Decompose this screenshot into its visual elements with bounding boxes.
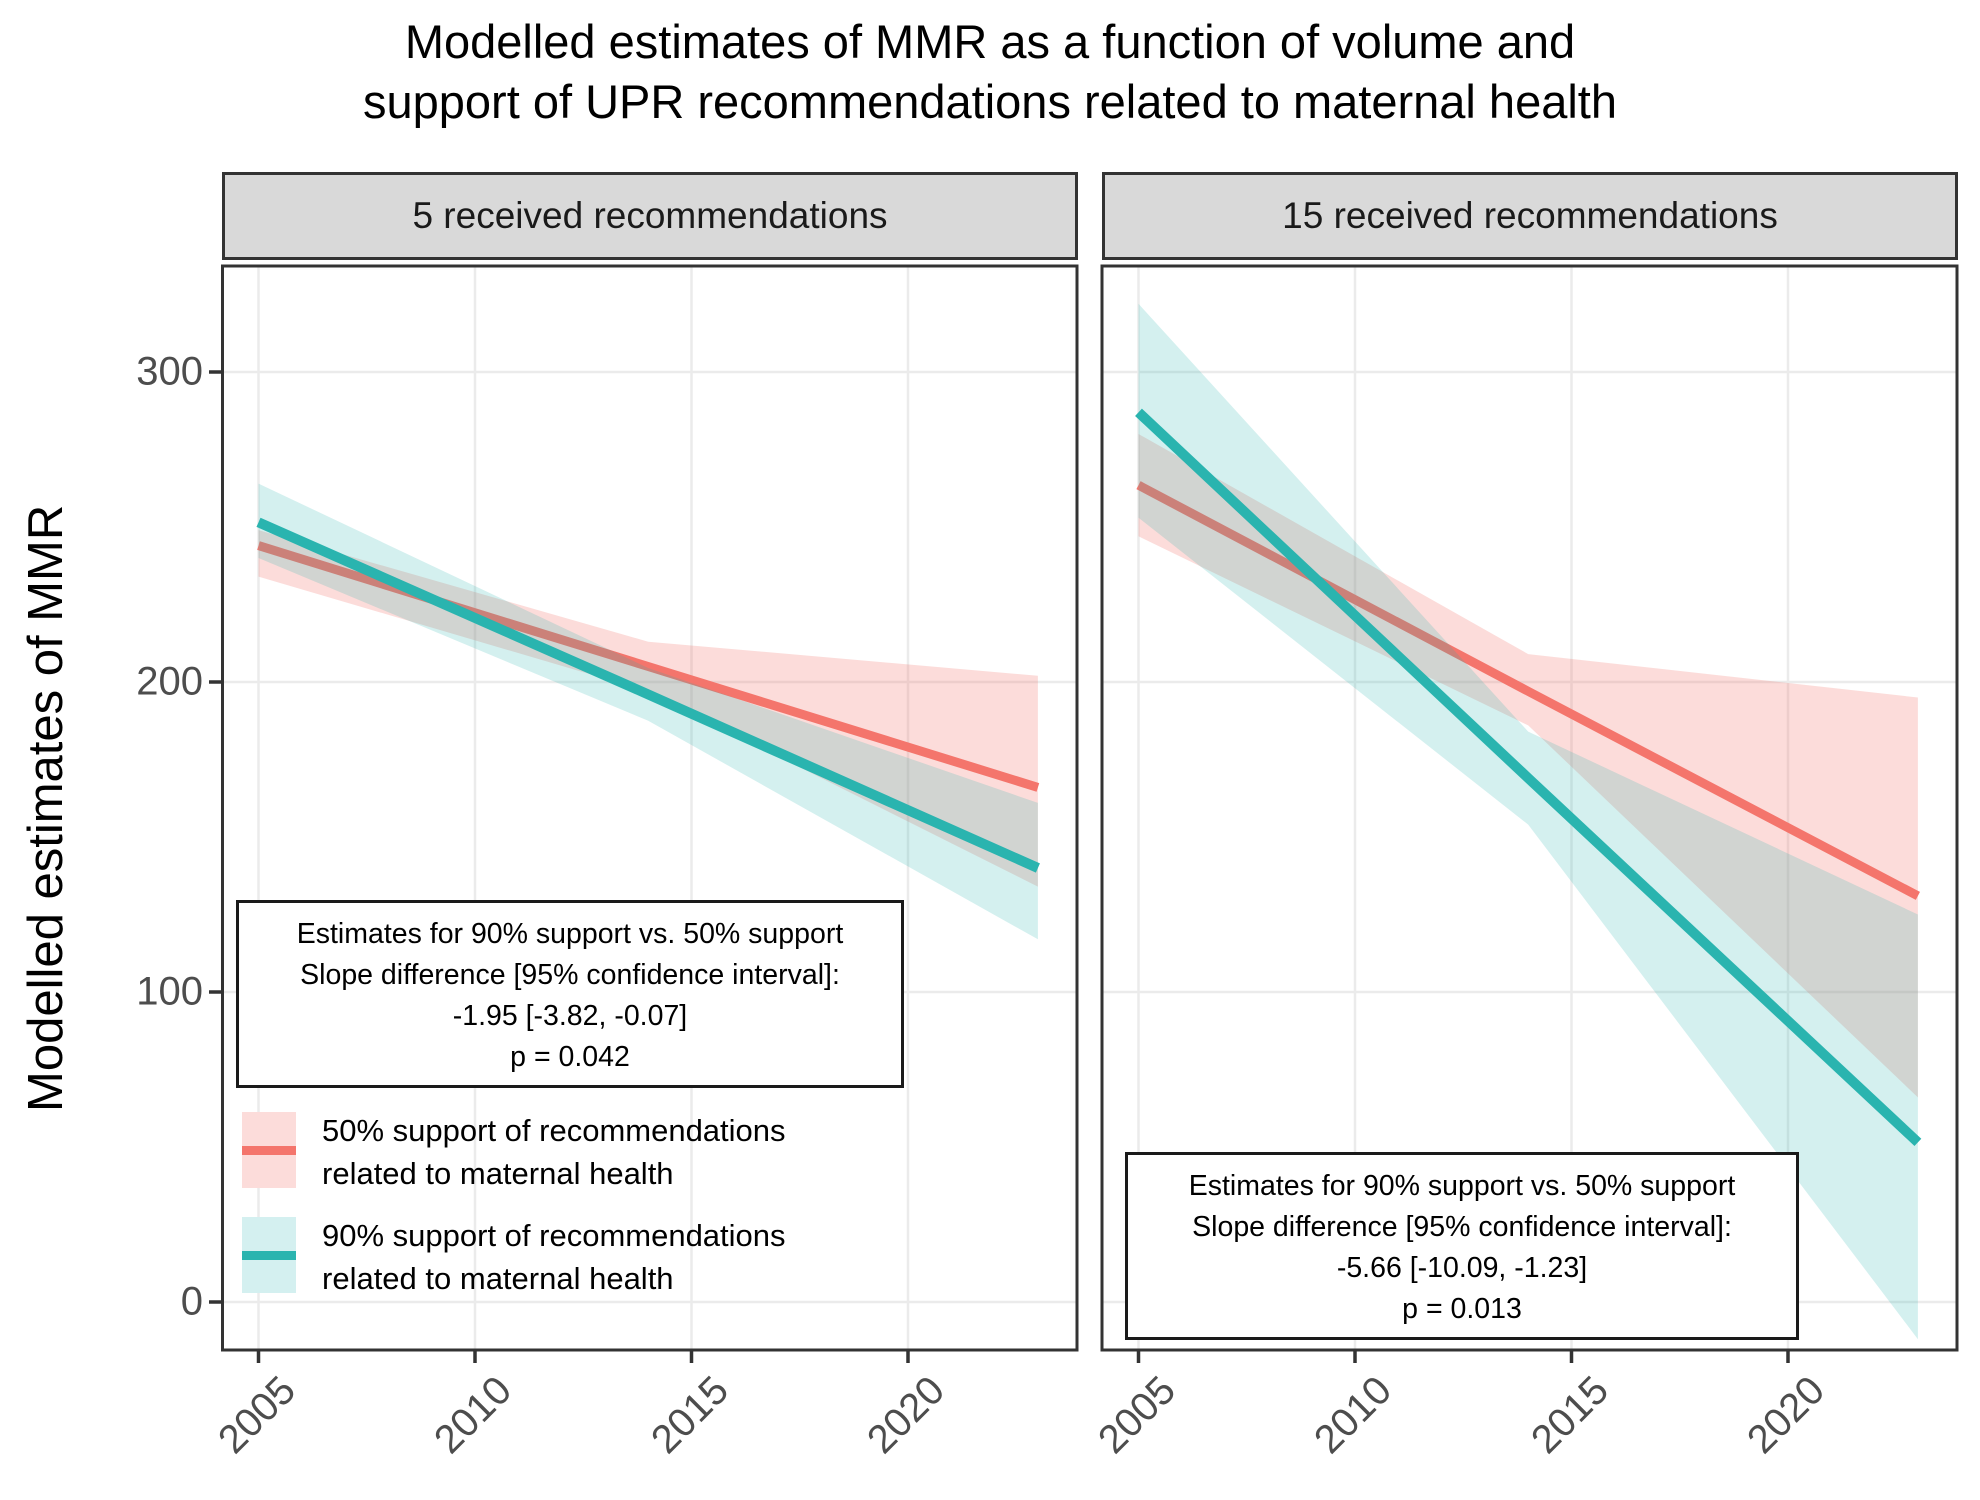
- annotation-line: p = 0.042: [510, 1041, 630, 1073]
- annotation-line: Slope difference [95% confidence interva…: [1192, 1211, 1732, 1243]
- annotation-line: -1.95 [-3.82, -0.07]: [452, 1000, 688, 1032]
- trend-line-50-percent: [1136, 481, 1920, 900]
- trend-line-90-percent: [1135, 408, 1922, 1147]
- facet-strip-5-recommendations: 5 received recommendations: [222, 172, 1078, 260]
- y-tick-label: 300: [136, 349, 203, 394]
- confidence-ribbon-90-percent: [258, 483, 1038, 940]
- annotation-box-right: Estimates for 90% support vs. 50% suppor…: [1125, 1152, 1799, 1340]
- y-tick-label: 200: [136, 659, 203, 704]
- annotation-box-left: Estimates for 90% support vs. 50% suppor…: [236, 900, 904, 1088]
- panel-border: [221, 264, 1079, 1352]
- chart-title-line2: support of UPR recommendations related t…: [363, 75, 1617, 128]
- y-tick-label: 0: [180, 1279, 203, 1324]
- confidence-ribbon-90-percent: [1138, 303, 1918, 1340]
- legend-keyline-90-percent: [242, 1251, 296, 1260]
- panel-border: [1100, 264, 1959, 1352]
- legend-label-50-percent: 50% support of recommendations related t…: [322, 1113, 786, 1191]
- legend-key-50-percent: [242, 1112, 296, 1188]
- chart-title: Modelled estimates of MMR as a function …: [0, 12, 1980, 132]
- panel-background: [222, 266, 1077, 1350]
- chart-title-line1: Modelled estimates of MMR as a function …: [404, 15, 1576, 68]
- legend-key-90-percent: [242, 1217, 296, 1293]
- legend-label-90-percent: 90% support of recommendations related t…: [322, 1218, 786, 1296]
- y-tick-label: 100: [136, 969, 203, 1014]
- annotation-line: Slope difference [95% confidence interva…: [300, 959, 840, 991]
- facet-strip-15-recommendations: 15 received recommendations: [1102, 172, 1958, 260]
- annotation-line: Estimates for 90% support vs. 50% suppor…: [1188, 1170, 1736, 1202]
- confidence-ribbon-50-percent: [258, 530, 1038, 887]
- y-axis-title: Modelled estimates of MMR: [19, 504, 73, 1112]
- facet-strip-label: 15 received recommendations: [1282, 195, 1778, 236]
- annotation-line: p = 0.013: [1402, 1293, 1522, 1325]
- trend-line-90-percent: [256, 517, 1040, 873]
- annotation-line: Estimates for 90% support vs. 50% suppor…: [296, 918, 844, 950]
- annotation-line: -5.66 [-10.09, -1.23]: [1336, 1252, 1588, 1284]
- facet-strip-label: 5 received recommendations: [412, 195, 888, 236]
- trend-line-50-percent: [257, 541, 1040, 792]
- legend-keyline-50-percent: [242, 1146, 296, 1155]
